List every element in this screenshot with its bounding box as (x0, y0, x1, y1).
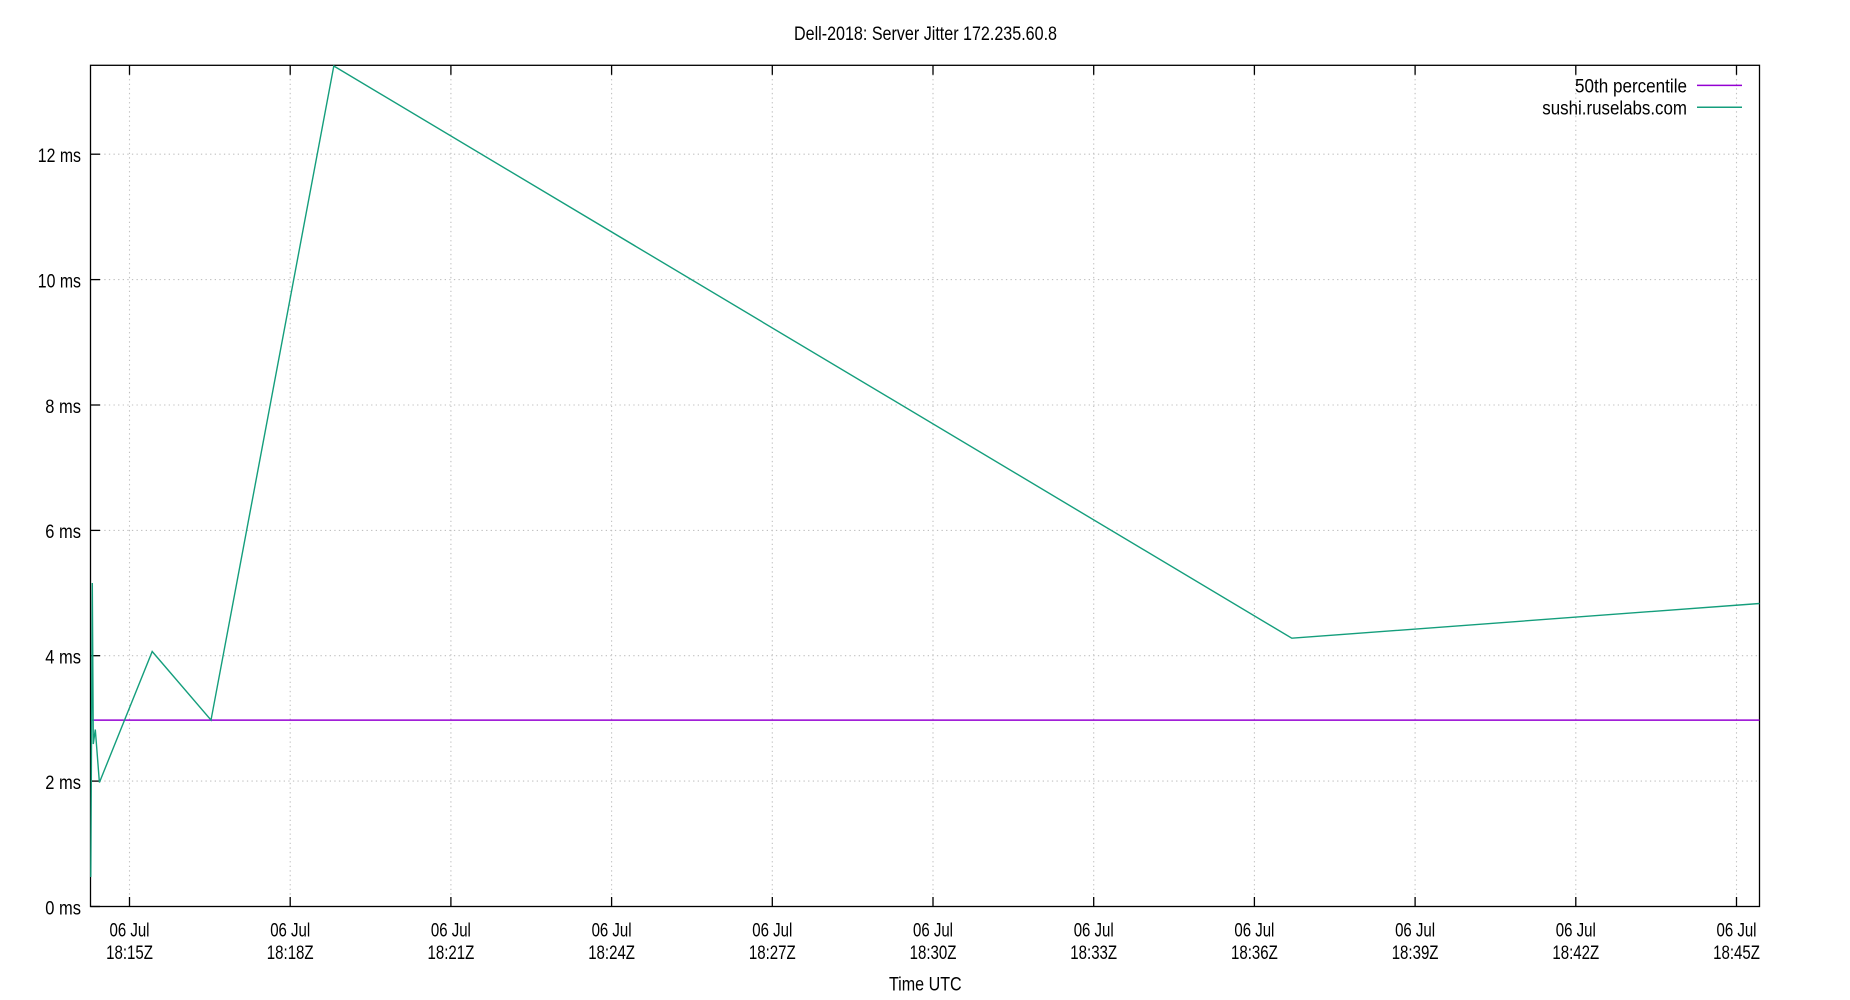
svg-text:18:18Z: 18:18Z (267, 943, 314, 964)
svg-text:06 Jul: 06 Jul (1395, 921, 1435, 942)
svg-text:18:21Z: 18:21Z (428, 943, 475, 964)
svg-text:18:45Z: 18:45Z (1713, 943, 1760, 964)
svg-text:18:42Z: 18:42Z (1552, 943, 1599, 964)
svg-text:18:24Z: 18:24Z (588, 943, 635, 964)
svg-text:06 Jul: 06 Jul (270, 921, 310, 942)
svg-text:06 Jul: 06 Jul (110, 921, 150, 942)
svg-text:06 Jul: 06 Jul (1717, 921, 1757, 942)
svg-text:18:27Z: 18:27Z (749, 943, 796, 964)
svg-text:2 ms: 2 ms (45, 773, 81, 794)
svg-text:06 Jul: 06 Jul (1074, 921, 1114, 942)
svg-text:18:30Z: 18:30Z (910, 943, 957, 964)
svg-text:50th percentile: 50th percentile (1575, 77, 1687, 98)
svg-text:0 ms: 0 ms (45, 898, 81, 919)
svg-text:6 ms: 6 ms (45, 522, 81, 543)
svg-text:06 Jul: 06 Jul (592, 921, 632, 942)
svg-text:18:15Z: 18:15Z (106, 943, 153, 964)
svg-text:06 Jul: 06 Jul (431, 921, 471, 942)
svg-text:8 ms: 8 ms (45, 397, 81, 418)
svg-text:4 ms: 4 ms (45, 648, 81, 669)
svg-text:06 Jul: 06 Jul (913, 921, 953, 942)
svg-text:Time UTC: Time UTC (889, 975, 962, 996)
svg-text:06 Jul: 06 Jul (752, 921, 792, 942)
svg-text:12 ms: 12 ms (38, 146, 81, 167)
svg-text:Dell-2018: Server Jitter 172.2: Dell-2018: Server Jitter 172.235.60.8 (794, 24, 1057, 45)
svg-text:18:36Z: 18:36Z (1231, 943, 1278, 964)
svg-text:sushi.ruselabs.com: sushi.ruselabs.com (1542, 99, 1687, 120)
svg-text:18:33Z: 18:33Z (1070, 943, 1117, 964)
svg-text:06 Jul: 06 Jul (1556, 921, 1596, 942)
svg-text:10 ms: 10 ms (38, 271, 81, 292)
svg-text:06 Jul: 06 Jul (1234, 921, 1274, 942)
svg-text:18:39Z: 18:39Z (1392, 943, 1439, 964)
